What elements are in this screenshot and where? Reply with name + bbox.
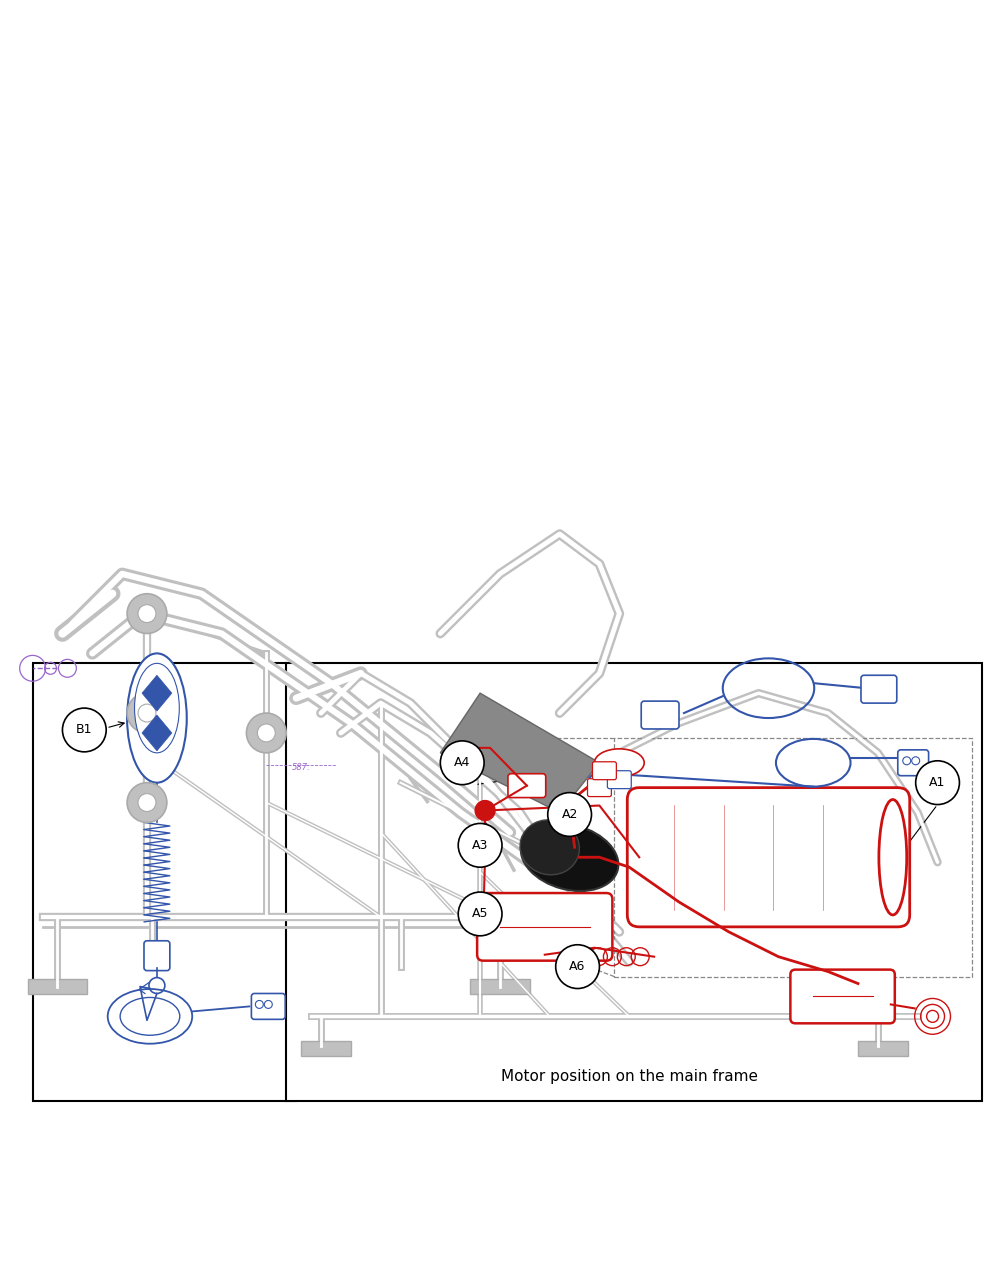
Circle shape xyxy=(138,793,156,811)
Circle shape xyxy=(62,708,106,751)
Circle shape xyxy=(556,945,599,988)
FancyBboxPatch shape xyxy=(641,701,679,729)
Circle shape xyxy=(458,824,502,867)
Text: A1: A1 xyxy=(929,777,946,789)
Circle shape xyxy=(255,1001,263,1009)
Text: 587.: 587. xyxy=(292,763,310,773)
Circle shape xyxy=(246,713,286,753)
Text: B1: B1 xyxy=(76,723,93,736)
Polygon shape xyxy=(142,675,172,711)
Ellipse shape xyxy=(521,824,618,891)
Text: Motor position on the main frame: Motor position on the main frame xyxy=(501,1068,758,1083)
Circle shape xyxy=(912,756,920,765)
Circle shape xyxy=(127,594,167,634)
Circle shape xyxy=(548,793,591,836)
Circle shape xyxy=(138,604,156,622)
FancyBboxPatch shape xyxy=(144,941,170,971)
FancyBboxPatch shape xyxy=(33,664,296,1101)
FancyBboxPatch shape xyxy=(470,978,530,995)
Ellipse shape xyxy=(594,749,644,777)
Circle shape xyxy=(916,760,959,805)
Circle shape xyxy=(264,1001,272,1009)
FancyBboxPatch shape xyxy=(607,770,631,788)
Circle shape xyxy=(138,704,156,722)
Polygon shape xyxy=(440,693,599,812)
Text: A6: A6 xyxy=(569,960,586,973)
Ellipse shape xyxy=(520,820,579,874)
Ellipse shape xyxy=(879,799,907,915)
FancyBboxPatch shape xyxy=(858,1041,908,1057)
FancyBboxPatch shape xyxy=(301,1041,351,1057)
FancyBboxPatch shape xyxy=(588,779,611,797)
Circle shape xyxy=(257,723,275,742)
Circle shape xyxy=(440,741,484,784)
FancyBboxPatch shape xyxy=(28,978,87,995)
Circle shape xyxy=(127,783,167,822)
FancyBboxPatch shape xyxy=(627,788,910,927)
FancyBboxPatch shape xyxy=(861,675,897,703)
FancyBboxPatch shape xyxy=(477,893,612,960)
Text: A3: A3 xyxy=(472,839,488,851)
Circle shape xyxy=(149,978,165,993)
Circle shape xyxy=(458,892,502,936)
FancyBboxPatch shape xyxy=(592,761,616,779)
Ellipse shape xyxy=(127,654,187,783)
Text: A4: A4 xyxy=(454,756,470,769)
FancyBboxPatch shape xyxy=(790,969,895,1024)
FancyBboxPatch shape xyxy=(508,774,546,798)
Text: A5: A5 xyxy=(472,907,488,920)
Ellipse shape xyxy=(135,664,179,753)
FancyBboxPatch shape xyxy=(286,664,982,1101)
Circle shape xyxy=(903,756,911,765)
Text: A2: A2 xyxy=(561,808,578,821)
FancyBboxPatch shape xyxy=(898,750,929,775)
Circle shape xyxy=(127,693,167,732)
Circle shape xyxy=(475,801,495,821)
FancyBboxPatch shape xyxy=(251,993,285,1020)
Polygon shape xyxy=(142,715,172,751)
